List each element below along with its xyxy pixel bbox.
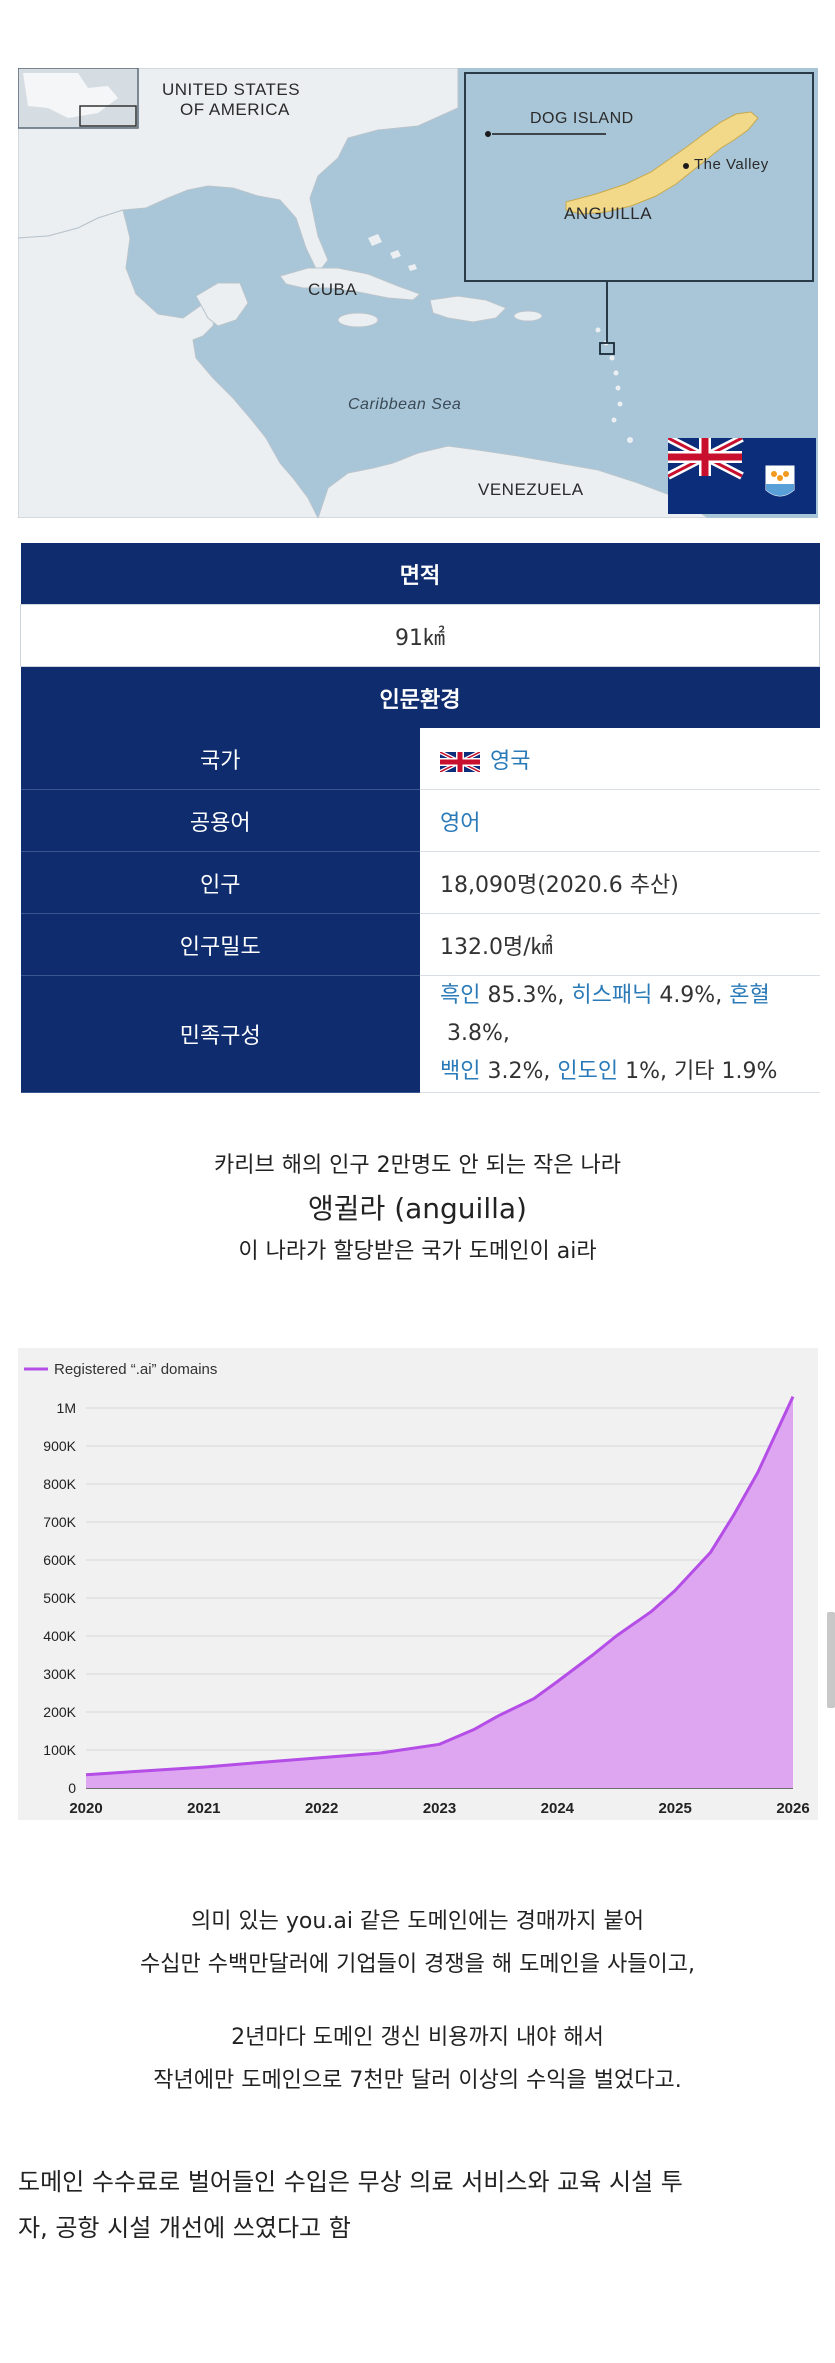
map-label-usa: UNITED STATES [162,80,301,99]
chart-series-line [85,1395,795,1777]
table-row: 공용어 영어 [20,789,820,852]
x-tick-label: 2026 [776,1800,809,1817]
chart-area-fill [86,1396,793,1788]
anguilla-flag-icon [668,438,816,514]
row-label-ethnic: 민족구성 [20,975,420,1093]
map-label-venezuela: VENEZUELA [478,480,584,499]
y-tick-label: 300K [43,1666,76,1682]
y-tick-label: 0 [68,1780,76,1796]
map-label-the-valley: The Valley [694,156,769,173]
ethnic-link-white[interactable]: 백인 [440,1059,481,1084]
area-header: 면적 [20,543,820,605]
table-row: 민족구성 흑인 85.3%, 히스패닉 4.9%, 혼혈 3.8%, 백인 3.… [20,975,820,1093]
map-label-usa-2: OF AMERICA [180,100,290,119]
row-value-density: 132.0명/㎢ [420,913,820,976]
y-tick-label: 600K [43,1552,76,1568]
language-link[interactable]: 영어 [440,810,481,836]
row-label-density: 인구밀도 [20,913,420,976]
dog-island-dot [485,131,491,137]
culture-header: 인문환경 [20,666,820,728]
ethnic-pct: 85.3%, [480,983,572,1008]
y-tick-label: 700K [43,1514,76,1530]
ethnic-link-black[interactable]: 흑인 [440,983,481,1008]
paragraph1-line1: 의미 있는 you.ai 같은 도메인에는 경매까지 붙어 [190,1909,645,1934]
ethnic-other: 기타 1.9% [673,1059,778,1084]
row-value-country[interactable]: 영국 [420,728,820,790]
row-label-population: 인구 [20,851,420,914]
chart-legend-label: Registered “.ai” domains [54,1361,217,1378]
paragraph1-line2: 수십만 수백만달러에 기업들이 경쟁을 해 도메인을 사들이고, [140,1952,695,1977]
y-tick-label: 200K [43,1704,76,1720]
south-america-land [317,445,709,518]
cuba-land [279,267,421,301]
x-tick-label: 2022 [305,1800,338,1817]
table-row: 국가 영국 [20,728,820,790]
ethnic-link-indian[interactable]: 인도인 [557,1059,619,1084]
country-info-table: 면적 91㎢ 인문환경 국가 영국 공용어 영어 인구 18,090명(2020… [20,543,820,1093]
map-label-dog-island: DOG ISLAND [530,110,634,127]
y-tick-label: 1M [57,1400,76,1416]
caribbean-map: UNITED STATES OF AMERICA CUBA Caribbean … [18,68,818,518]
anguilla-island [565,111,759,215]
caption-line-3: 이 나라가 할당받은 국가 도메인이 ai라 [238,1239,597,1264]
map-label-caribbean-sea: Caribbean Sea [348,396,462,413]
area-value: 91㎢ [20,604,820,667]
paragraph2-line1: 2년마다 도메인 갱신 비용까지 내야 해서 [231,2025,604,2050]
ethnic-pct: 4.9%, [652,983,730,1008]
uk-flag-icon [440,751,480,772]
x-tick-label: 2023 [423,1800,456,1817]
table-row: 인구 18,090명(2020.6 추산) [20,851,820,914]
domain-registration-chart: 0100K200K300K400K500K600K700K800K900K1M … [18,1348,818,1820]
x-tick-label: 2025 [658,1800,691,1817]
y-tick-label: 100K [43,1742,76,1758]
y-tick-label: 900K [43,1438,76,1454]
x-tick-label: 2021 [187,1800,220,1817]
ethnic-link-hispanic[interactable]: 히스패닉 [571,983,653,1008]
map-label-anguilla: ANGUILLA [564,204,653,223]
ethnic-pct: 1%, [618,1059,674,1084]
the-valley-dot [683,163,689,169]
paragraph3-line2: 자, 공항 시설 개선에 쓰였다고 함 [18,2214,351,2242]
x-tick-label: 2024 [541,1800,575,1817]
paragraph2-line2: 작년에만 도메인으로 7천만 달러 이상의 수익을 벌었다고. [153,2068,682,2093]
caption-line-1: 카리브 해의 인구 2만명도 안 되는 작은 나라 [213,1153,622,1178]
mexico-central-america-land [18,209,319,518]
y-tick-label: 800K [43,1476,76,1492]
ethnic-pct: 3.2%, [480,1059,558,1084]
row-label-country: 국가 [20,728,420,790]
row-value-population: 18,090명(2020.6 추산) [420,851,820,914]
y-tick-label: 400K [43,1628,76,1644]
y-tick-label: 500K [43,1590,76,1606]
anguilla-inset-map: DOG ISLAND ANGUILLA The Valley [464,72,814,282]
ethnic-link-mixed[interactable]: 혼혈 [729,983,770,1008]
country-link[interactable]: 영국 [490,748,531,774]
ethnic-pct: 3.8%, [440,1021,510,1046]
paragraph3: 도메인 수수료로 벌어들인 수입은 무상 의료 서비스와 교육 시설 투 자, … [18,2159,818,2251]
table-row: 인구밀도 132.0명/㎢ [20,913,820,976]
paragraph3-line1: 도메인 수수료로 벌어들인 수입은 무상 의료 서비스와 교육 시설 투 [18,2168,683,2196]
row-label-language: 공용어 [20,789,420,852]
caption-line-2: 앵귈라 (anguilla) [308,1192,527,1225]
map-label-cuba: CUBA [308,280,358,299]
scrollbar-thumb[interactable] [827,1612,835,1708]
x-tick-label: 2020 [69,1800,102,1817]
row-value-ethnic: 흑인 85.3%, 히스패닉 4.9%, 혼혈 3.8%, 백인 3.2%, 인… [420,975,820,1093]
